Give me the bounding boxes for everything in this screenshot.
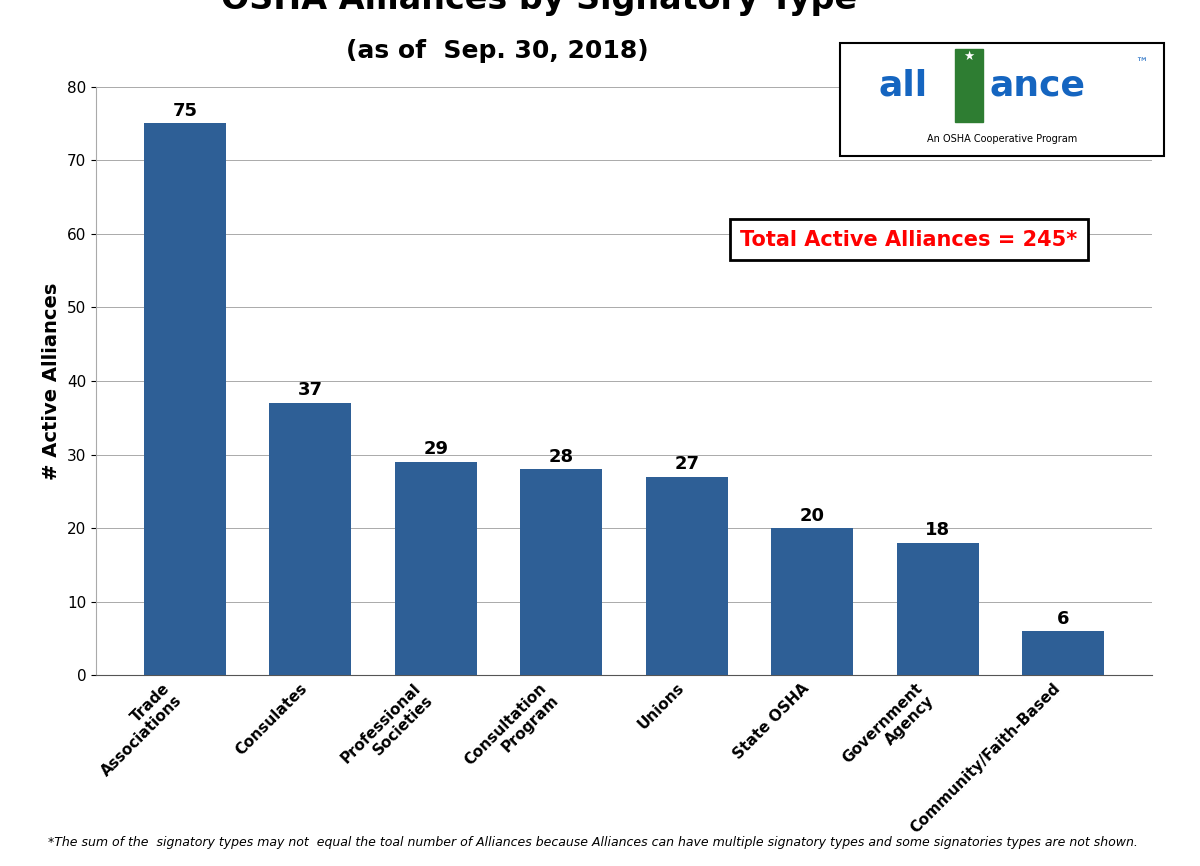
Text: 75: 75 (173, 101, 197, 120)
Text: 37: 37 (298, 381, 323, 399)
Bar (395, 462, 476, 675)
Text: Total Active Alliances = 245*: Total Active Alliances = 245* (740, 229, 1078, 249)
Text: 28: 28 (548, 448, 574, 466)
Bar (270, 403, 352, 675)
Text: 20: 20 (799, 507, 824, 525)
Bar (521, 469, 602, 675)
Text: OSHA Alliances by Signatory Type: OSHA Alliances by Signatory Type (222, 0, 858, 16)
Text: 18: 18 (925, 521, 950, 540)
Text: all: all (878, 68, 928, 102)
FancyBboxPatch shape (840, 43, 1164, 156)
Text: 29: 29 (424, 440, 449, 458)
Text: ance: ance (989, 68, 1085, 102)
Text: 27: 27 (674, 455, 700, 473)
Text: ★: ★ (964, 49, 974, 62)
Bar (1022, 631, 1104, 675)
Bar (144, 123, 226, 675)
Y-axis label: # Active Alliances: # Active Alliances (42, 282, 61, 480)
Text: An OSHA Cooperative Program: An OSHA Cooperative Program (926, 134, 1078, 144)
Bar (646, 476, 727, 675)
Text: (as of  Sep. 30, 2018): (as of Sep. 30, 2018) (346, 39, 648, 63)
Bar (772, 528, 853, 675)
Bar (896, 543, 978, 675)
Bar (955, 49, 983, 122)
Text: 6: 6 (1057, 610, 1069, 628)
Text: *The sum of the  signatory types may not  equal the toal number of Alliances bec: *The sum of the signatory types may not … (48, 836, 1138, 849)
Text: ™: ™ (1135, 56, 1147, 69)
